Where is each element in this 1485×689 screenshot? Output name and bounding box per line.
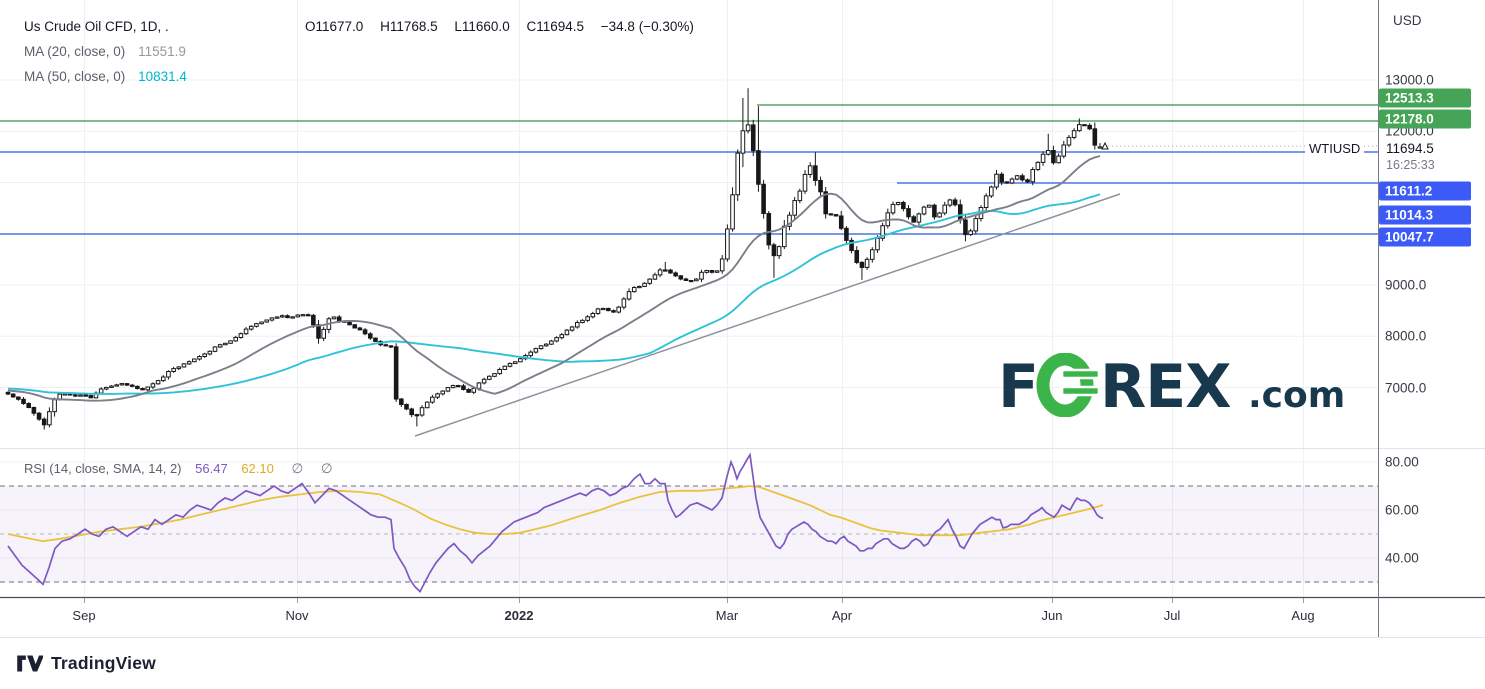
ma20-legend-row[interactable]: MA (20, close, 0) 11551.9 xyxy=(24,44,186,59)
symbol-legend-row[interactable]: Us Crude Oil CFD, 1D, . xyxy=(24,19,169,34)
symbol-price-tag: WTIUSD xyxy=(1305,140,1365,156)
tradingview-attribution[interactable]: TradingView xyxy=(16,653,156,674)
price-level-badge: 11014.3 xyxy=(1379,205,1471,225)
price-axis-tick: 13000.0 xyxy=(1385,72,1434,88)
ma50-legend-row[interactable]: MA (50, close, 0) 10831.4 xyxy=(24,69,187,84)
rsi-sma-value: 62.10 xyxy=(241,461,274,476)
time-axis-label: Aug xyxy=(1291,608,1315,623)
ohlc-low: L11660.0 xyxy=(454,19,510,34)
time-axis-label: Jul xyxy=(1163,608,1181,623)
rsi-value: 56.47 xyxy=(195,461,228,476)
price-level-lines[interactable] xyxy=(0,104,1378,437)
ohlc-close: C11694.5 xyxy=(526,19,585,34)
time-axis[interactable] xyxy=(0,598,1485,637)
rsi-label: RSI (14, close, SMA, 14, 2) xyxy=(24,461,182,476)
price-level-badge: 12513.3 xyxy=(1379,88,1471,108)
time-axis-label: Sep xyxy=(72,608,96,623)
rsi-axis-tick: 60.00 xyxy=(1385,502,1419,518)
moving-average-lines xyxy=(7,141,1109,402)
forex-com-watermark-logo: F REX .com xyxy=(998,353,1345,417)
tradingview-logo-icon xyxy=(17,655,43,672)
forex-logo-rex: REX xyxy=(1100,353,1231,417)
candlestick-series xyxy=(5,88,1103,430)
ohlc-high: H11768.5 xyxy=(380,19,438,34)
pane-separators xyxy=(0,0,1485,638)
ma50-label: MA (50, close, 0) xyxy=(24,69,126,84)
currency-label: USD xyxy=(1393,13,1422,28)
current-price-label: 11694.5 xyxy=(1379,139,1485,159)
ma50-value: 10831.4 xyxy=(138,69,187,84)
time-axis-label: Nov xyxy=(285,608,309,623)
current-time-label: 16:25:33 xyxy=(1379,157,1485,173)
forex-logo-letter-f: F xyxy=(998,353,1039,417)
ohlc-readout: O11677.0 H11768.5 L11660.0 C11694.5 −34.… xyxy=(305,19,707,34)
time-axis-label: Jun xyxy=(1041,608,1063,623)
price-axis-tick: 7000.0 xyxy=(1385,380,1427,396)
price-level-badge: 10047.7 xyxy=(1379,227,1471,247)
rsi-band xyxy=(0,485,1378,583)
price-level-badge: 11611.2 xyxy=(1379,181,1471,201)
time-axis-label: Apr xyxy=(831,608,853,623)
rsi-hide-icon-2[interactable]: ∅ xyxy=(320,461,333,476)
ohlc-open: O11677.0 xyxy=(305,19,364,34)
rsi-axis-tick: 40.00 xyxy=(1385,550,1419,566)
rsi-hide-icon-1[interactable]: ∅ xyxy=(291,461,304,476)
gridlines xyxy=(0,0,1378,597)
price-axis-tick: 9000.0 xyxy=(1385,277,1427,293)
price-level-badge: 12178.0 xyxy=(1379,109,1471,129)
time-axis-label: Mar xyxy=(715,608,739,623)
tradingview-logo-text: TradingView xyxy=(51,653,156,673)
rsi-series xyxy=(7,452,1104,593)
price-axis-tick: 8000.0 xyxy=(1385,328,1427,344)
rsi-axis-tick: 80.00 xyxy=(1385,454,1419,470)
forex-logo-o-icon xyxy=(1036,353,1101,417)
forex-logo-dotcom: .com xyxy=(1248,375,1345,416)
ohlc-change: −34.8 (−0.30%) xyxy=(600,19,694,34)
ma20-value: 11551.9 xyxy=(138,44,186,59)
ma20-label: MA (20, close, 0) xyxy=(24,44,126,59)
symbol-title[interactable]: Us Crude Oil CFD, 1D, . xyxy=(24,19,169,34)
time-axis-label: 2022 xyxy=(504,608,534,623)
rsi-legend-row[interactable]: RSI (14, close, SMA, 14, 2) 56.47 62.10 … xyxy=(24,461,333,477)
